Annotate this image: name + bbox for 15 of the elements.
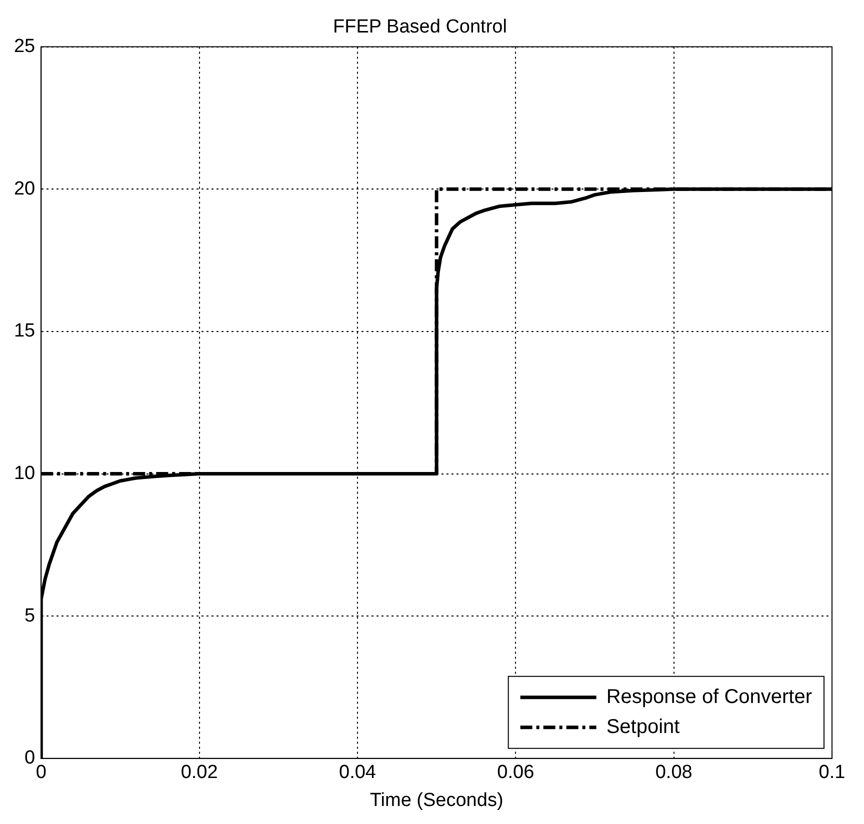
x-axis-title: Time (Seconds)	[370, 790, 504, 811]
chart-title: FFEP Based Control	[333, 16, 507, 38]
x-tick-label: 0.04	[338, 762, 376, 784]
x-tick-label: 0.08	[655, 762, 692, 784]
y-tick-label: 25	[14, 36, 36, 58]
y-tick-label: 10	[14, 462, 36, 484]
y-tick-label: 15	[14, 320, 36, 342]
x-tick-label: 0.06	[497, 762, 534, 784]
y-tick-label: 5	[24, 605, 36, 626]
y-tick-label: 0	[24, 748, 36, 769]
legend-label: Setpoint	[606, 716, 680, 738]
x-tick-label: 0.1	[818, 762, 846, 784]
x-tick-label: 0.02	[180, 762, 218, 784]
legend-label: Response of Converter	[606, 686, 812, 708]
y-tick-label: 20	[14, 178, 36, 200]
